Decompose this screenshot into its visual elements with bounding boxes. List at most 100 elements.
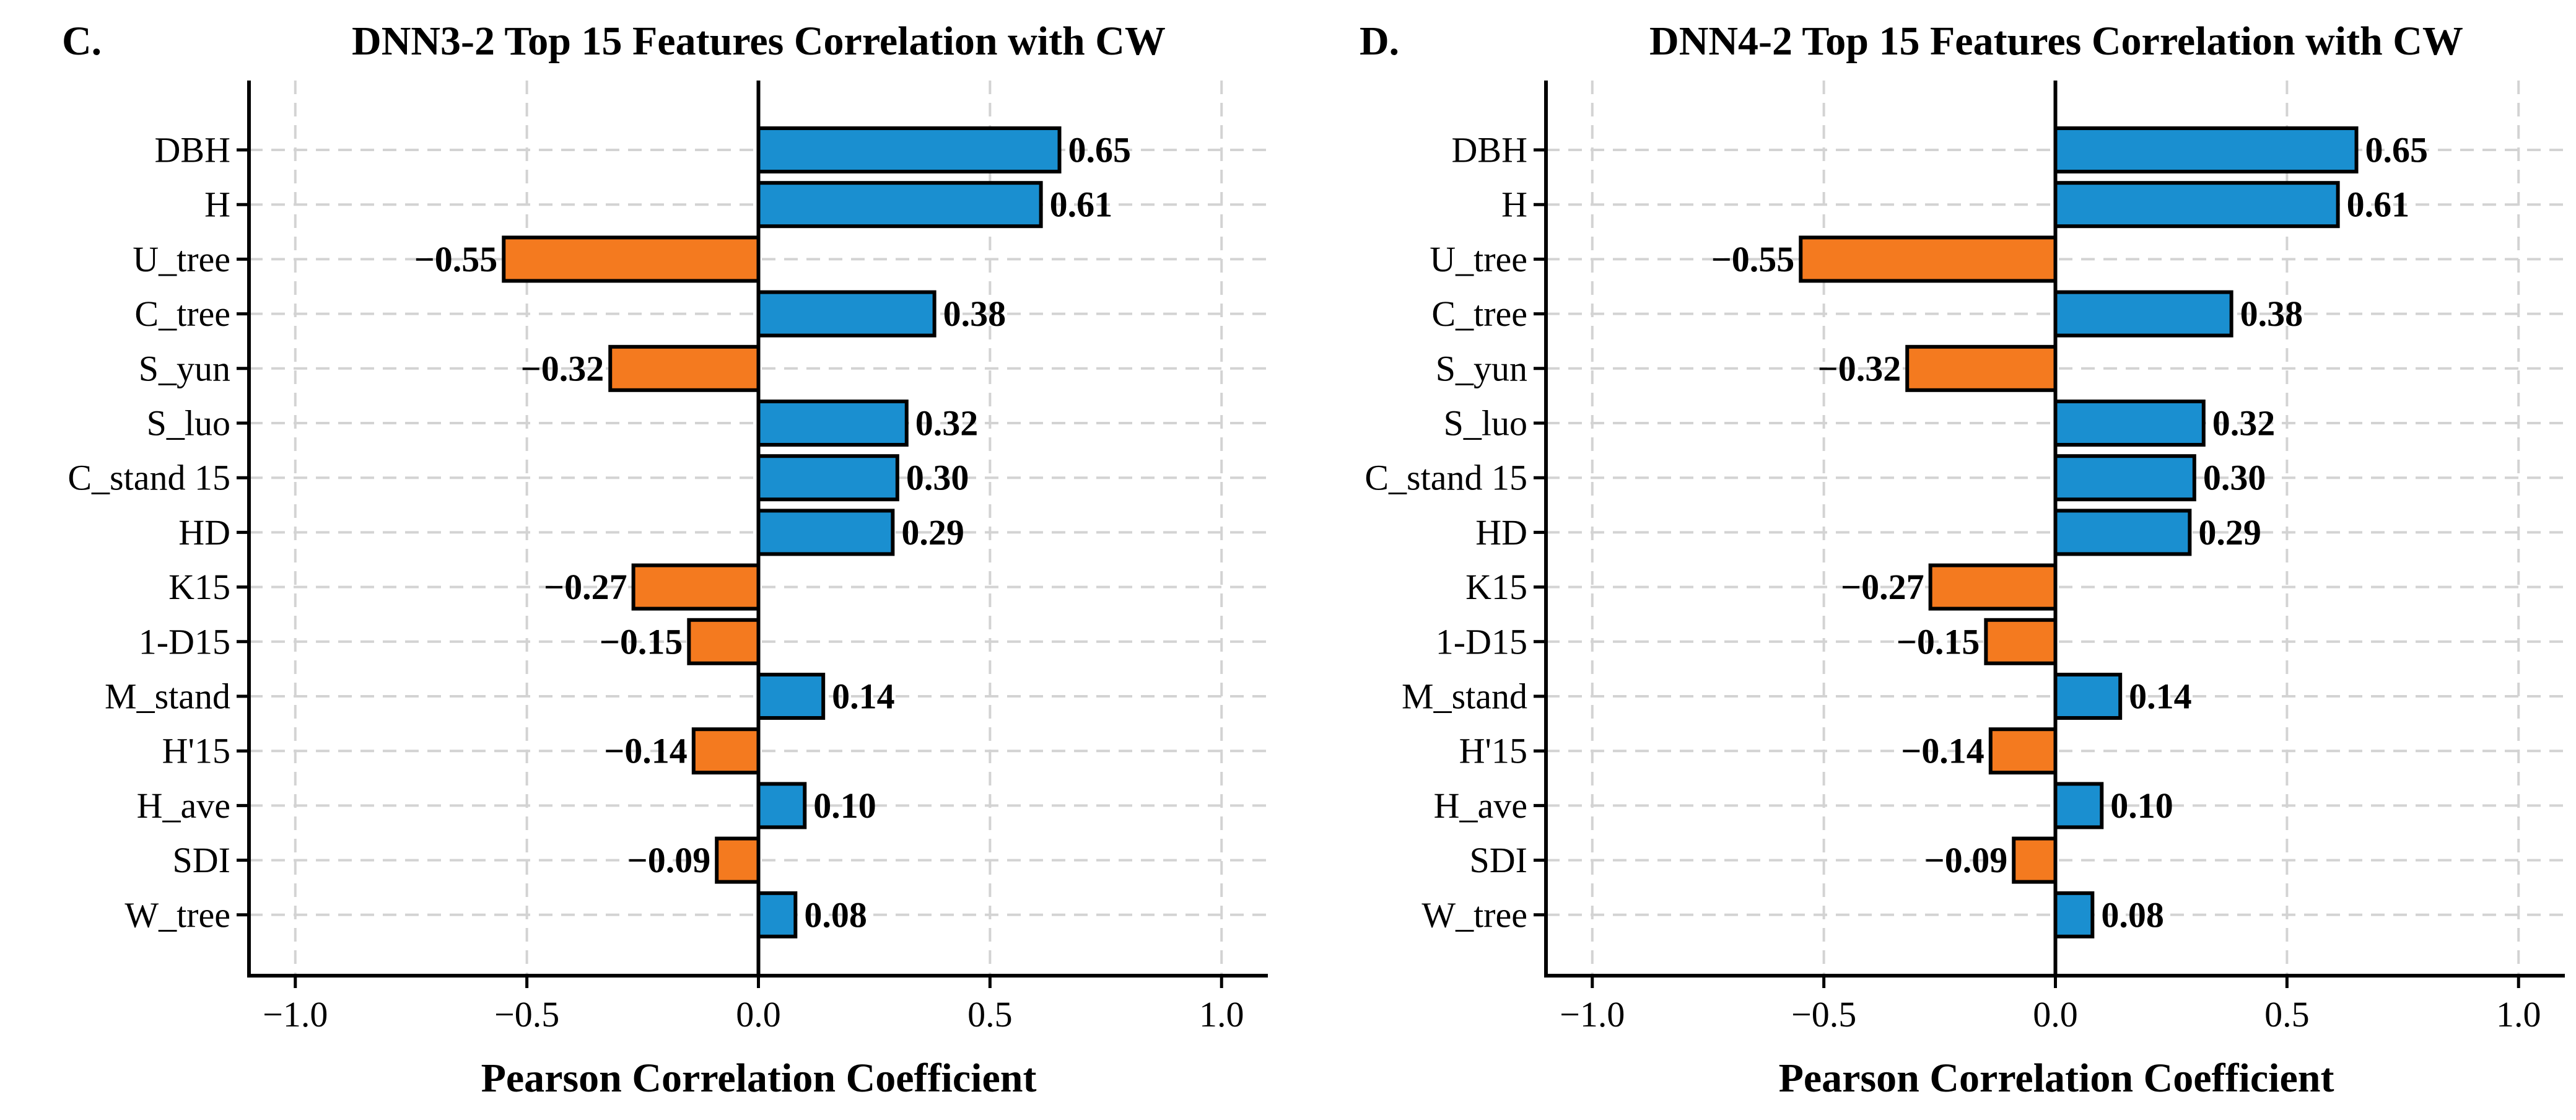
bar-HD: [2053, 509, 2192, 556]
bar-DBH: [2053, 126, 2359, 173]
data-label: −0.32: [1818, 348, 1901, 388]
x-tick-label: 0.5: [2264, 994, 2310, 1035]
bar-K15: [631, 563, 761, 611]
y-category-label: H'15: [162, 731, 230, 771]
x-tick-label: −0.5: [494, 994, 559, 1035]
y-category-label: C_tree: [1431, 294, 1527, 334]
y-category-label: SDI: [1470, 840, 1527, 880]
bar-SDI: [715, 836, 761, 884]
data-label: 0.29: [901, 512, 964, 553]
bar-H'15: [1988, 727, 2058, 775]
chart-title: DNN3-2 Top 15 Features Correlation with …: [352, 19, 1166, 64]
bar-C_tree: [2053, 290, 2233, 338]
grid: [249, 81, 1268, 976]
data-label: −0.15: [600, 621, 683, 662]
x-axis-label: Pearson Correlation Coefficient: [1779, 1056, 2334, 1101]
x-tick-label: 1.0: [2496, 994, 2541, 1035]
bar-S_luo: [756, 400, 909, 447]
chart-title: DNN4-2 Top 15 Features Correlation with …: [1649, 19, 2463, 64]
data-label: −0.15: [1897, 621, 1980, 662]
y-category-label: HD: [178, 512, 230, 553]
data-label: −0.55: [1711, 239, 1795, 279]
data-label: 0.38: [2240, 294, 2303, 334]
bar-W_tree: [2053, 891, 2095, 938]
bars: [502, 126, 1062, 938]
x-tick-label: 0.0: [736, 994, 781, 1035]
bar-S_yun: [608, 344, 761, 392]
y-category-label: U_tree: [133, 239, 230, 279]
bar-1-D15: [687, 618, 761, 665]
x-axis-label: Pearson Correlation Coefficient: [481, 1056, 1037, 1101]
x-tick-label: 0.5: [967, 994, 1013, 1035]
y-category-label: W_tree: [1421, 895, 1527, 935]
data-label: 0.29: [2198, 512, 2261, 553]
y-category-label: 1-D15: [139, 621, 230, 662]
grid: [1546, 81, 2565, 976]
data-label: 0.65: [2365, 130, 2429, 170]
bar-S_luo: [2053, 400, 2206, 447]
chart-panel-c: C. DNN3-2 Top 15 Features Correlation wi…: [62, 19, 1268, 1101]
data-label: 0.14: [2129, 676, 2192, 717]
x-tick-label: −1.0: [263, 994, 328, 1035]
bar-H_ave: [756, 782, 807, 829]
data-label: 0.65: [1068, 130, 1132, 170]
bar-H_ave: [2053, 782, 2104, 829]
data-label: 0.08: [804, 895, 867, 935]
y-category-label: H: [1501, 185, 1527, 225]
bar-U_tree: [1799, 235, 2058, 283]
y-category-label: S_yun: [139, 348, 230, 388]
y-category-label: C_stand 15: [68, 458, 230, 498]
panel-letter: C.: [62, 19, 102, 64]
data-label: 0.10: [813, 785, 876, 826]
data-label: 0.10: [2110, 785, 2173, 826]
data-label: 0.30: [906, 458, 969, 498]
y-category-label: S_luo: [147, 403, 230, 444]
y-category-label: HD: [1475, 512, 1527, 553]
bar-S_yun: [1905, 344, 2058, 392]
y-category-label: SDI: [173, 840, 230, 880]
bar-C_stand 15: [2053, 454, 2196, 502]
data-label: 0.14: [832, 676, 895, 717]
y-category-label: K15: [1465, 567, 1527, 607]
data-label: −0.14: [1901, 731, 1984, 771]
y-category-label: H_ave: [137, 785, 230, 826]
y-category-label: U_tree: [1430, 239, 1527, 279]
y-category-label: S_yun: [1436, 348, 1527, 388]
bar-H: [2053, 181, 2340, 229]
y-category-label: S_luo: [1444, 403, 1527, 444]
bar-DBH: [756, 126, 1062, 173]
y-category-labels: DBH H U_tree C_tree S_yun S_luo C_stand 15 HD K1…: [68, 130, 249, 935]
data-label: 0.61: [1050, 185, 1113, 225]
chart-panel-d: D. DNN4-2 Top 15 Features Correlation wi…: [1360, 19, 2565, 1101]
data-label: −0.32: [521, 348, 605, 388]
bar-C_tree: [756, 290, 937, 338]
y-category-label: DBH: [1452, 130, 1527, 170]
bar-K15: [1928, 563, 2058, 611]
data-label: 0.32: [2212, 403, 2276, 444]
bar-1-D15: [1984, 618, 2058, 665]
y-category-label: M_stand: [105, 676, 230, 717]
bar-M_stand: [756, 673, 826, 720]
y-category-label: W_tree: [124, 895, 230, 935]
x-ticks: −1.0 −0.5 0.0 0.5 1.0: [1560, 976, 2541, 1035]
axes: [247, 81, 1268, 978]
bar-M_stand: [2053, 673, 2123, 720]
y-category-label: C_tree: [134, 294, 230, 334]
y-category-label: DBH: [155, 130, 230, 170]
y-category-label: K15: [168, 567, 230, 607]
data-label: −0.27: [1841, 567, 1924, 607]
bar-U_tree: [502, 235, 761, 283]
data-label: 0.30: [2203, 458, 2266, 498]
bar-HD: [756, 509, 895, 556]
data-label: 0.32: [915, 403, 979, 444]
bar-C_stand 15: [756, 454, 899, 502]
x-ticks: −1.0 −0.5 0.0 0.5 1.0: [263, 976, 1244, 1035]
bar-H'15: [691, 727, 761, 775]
y-category-label: M_stand: [1402, 676, 1527, 717]
data-label: −0.27: [544, 567, 627, 607]
data-label: 0.08: [2101, 895, 2164, 935]
data-label: 0.38: [943, 294, 1006, 334]
data-label: −0.09: [1924, 840, 2008, 880]
panel-letter: D.: [1360, 19, 1399, 64]
